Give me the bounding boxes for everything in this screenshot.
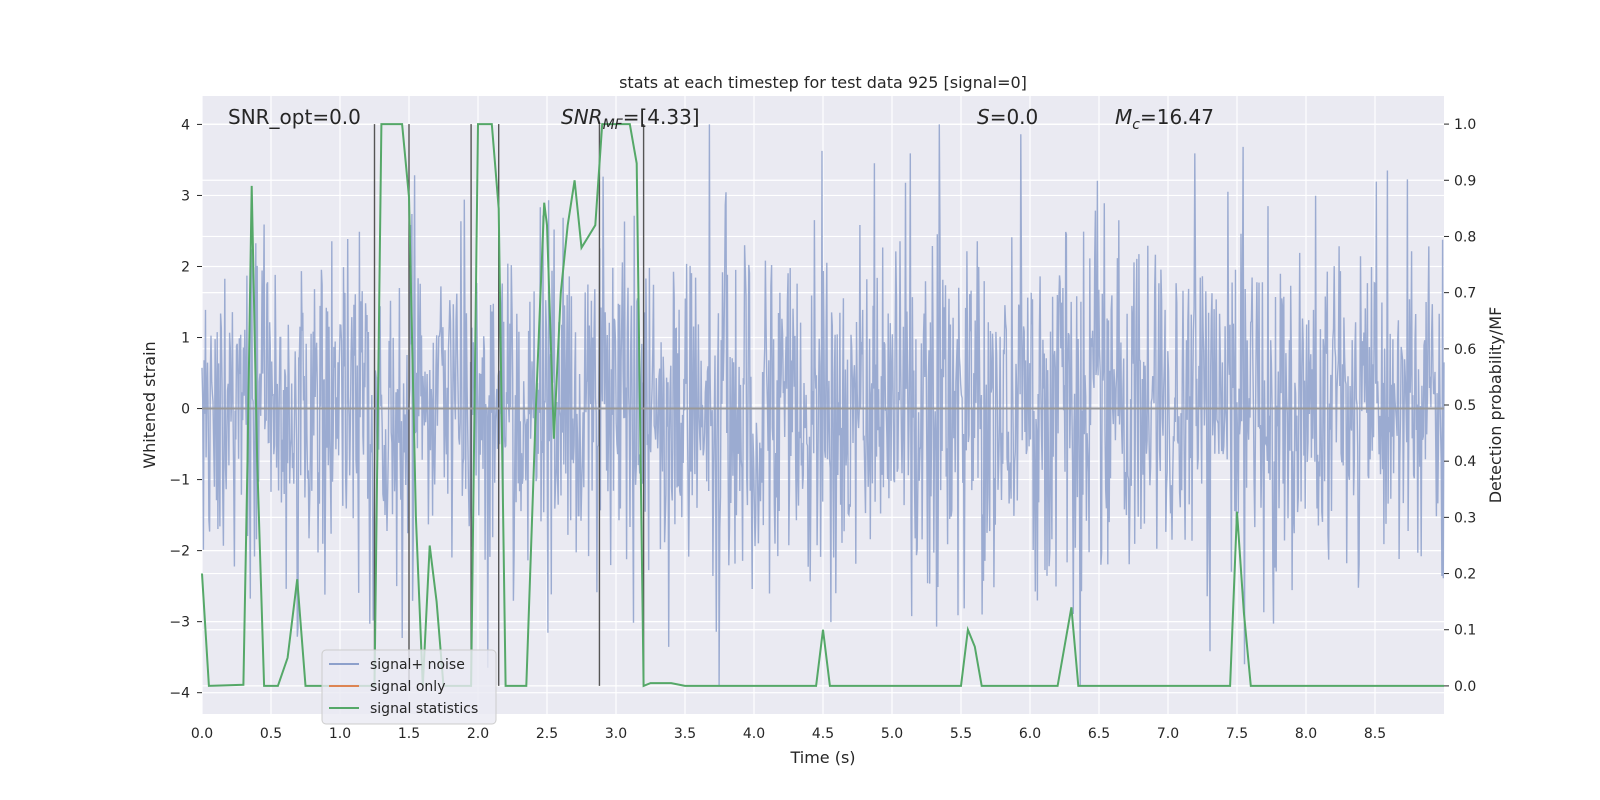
snr-mf-symbol: SNR [561,105,603,129]
ticks: 0.0 0.5 1.0 1.5 2.0 2.5 3.0 3.5 4.0 4.5 5.0 5.5 6.0 6… [169,117,1476,742]
y-tick-label: −3 [169,615,190,631]
y-tick-label: −2 [169,544,190,560]
y-tick-label: 2 [181,259,190,275]
s-annotation: S=0.0 [977,105,1038,129]
x-tick-label: 6.0 [1019,726,1041,742]
x-tick-label: 1.5 [398,726,420,742]
s-value: =0.0 [990,105,1039,129]
mc-value: =16.47 [1140,105,1214,129]
y2-tick-label: 0.1 [1454,623,1476,639]
legend-label-signal: signal only [370,679,445,695]
x-tick-label: 8.5 [1364,726,1386,742]
y-tick-label: 4 [181,117,190,133]
snr-mf-annotation: SNRMF=[4.33] [561,105,700,133]
y2-tick-label: 0.2 [1454,567,1476,583]
y-tick-label: 1 [181,331,190,347]
x-tick-label: 2.0 [467,726,489,742]
x-tick-label: 5.0 [881,726,903,742]
mc-annotation: Mc=16.47 [1115,105,1214,133]
s-symbol: S [977,105,990,129]
y2-tick-label: 1.0 [1454,117,1476,133]
y-axis-label: Whitened strain [140,341,159,468]
y2-tick-label: 0.8 [1454,229,1476,245]
chart-title: stats at each timestep for test data 925… [619,73,1027,92]
y2-tick-label: 0.4 [1454,454,1476,470]
legend-label-noise: signal+ noise [370,657,465,673]
x-tick-label: 0.0 [191,726,213,742]
y2-tick-label: 0.9 [1454,173,1476,189]
y2-tick-label: 0.5 [1454,398,1476,414]
y2-axis-label: Detection probability/MF [1486,307,1505,504]
y2-tick-label: 0.3 [1454,510,1476,526]
y-tick-label: −4 [169,686,190,702]
y-tick-label: −1 [169,473,190,489]
x-tick-label: 2.5 [536,726,558,742]
y-tick-label: 3 [181,188,190,204]
snr-mf-value: =[4.33] [623,105,700,129]
y-tick-label: 0 [181,402,190,418]
y2-tick-label: 0.6 [1454,342,1476,358]
y2-tick-label: 0.7 [1454,286,1476,302]
legend: signal+ noise signal only signal statist… [321,649,497,725]
x-axis-label: Time (s) [789,748,855,767]
x-tick-label: 8.0 [1295,726,1317,742]
legend-box [321,649,497,725]
x-tick-label: 5.5 [950,726,972,742]
x-tick-label: 7.5 [1226,726,1248,742]
x-tick-label: 0.5 [260,726,282,742]
mc-symbol: M [1115,105,1132,129]
mc-subscript: c [1132,117,1140,133]
snr-opt-annotation: SNR_opt=0.0 [228,105,361,129]
x-tick-label: 7.0 [1157,726,1179,742]
x-tick-label: 4.0 [743,726,765,742]
x-tick-label: 1.0 [329,726,351,742]
legend-label-stats: signal statistics [370,701,478,717]
y2-tick-label: 0.0 [1454,679,1476,695]
x-tick-label: 3.5 [674,726,696,742]
x-tick-label: 4.5 [812,726,834,742]
snr-mf-subscript: MF [603,117,624,133]
x-tick-label: 3.0 [605,726,627,742]
x-tick-label: 6.5 [1088,726,1110,742]
